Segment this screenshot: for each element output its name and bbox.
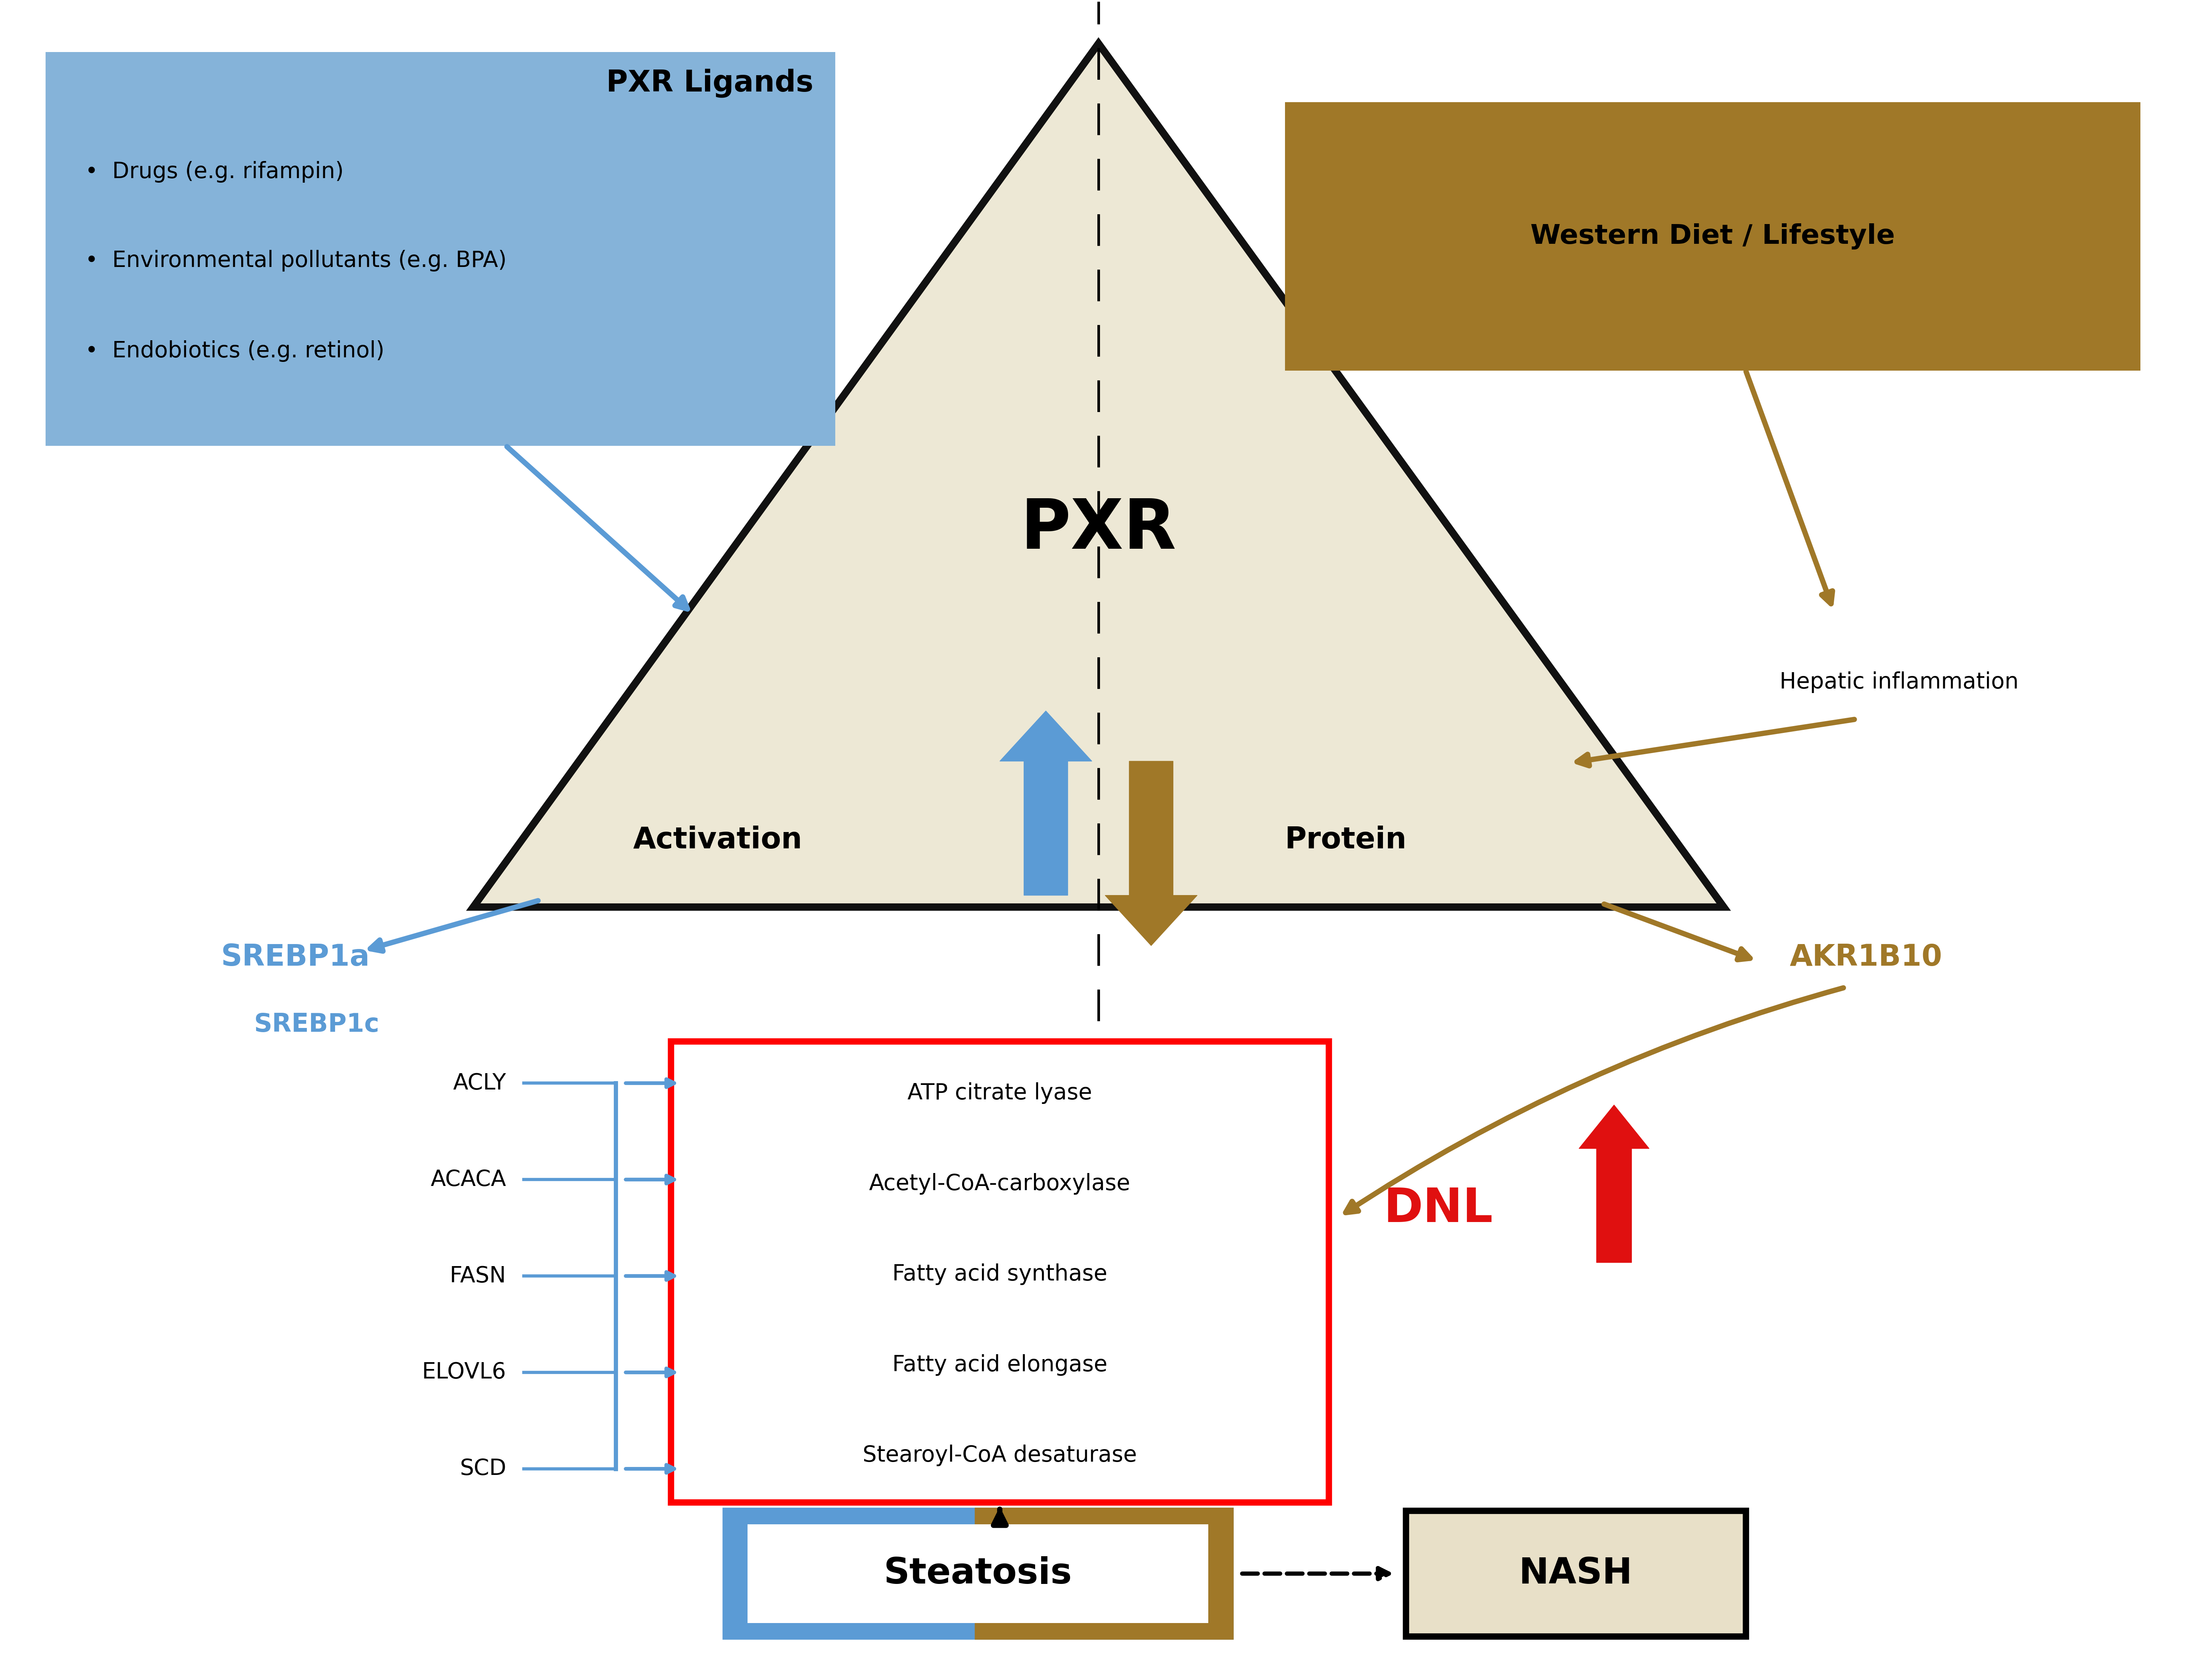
Text: NASH: NASH bbox=[1518, 1556, 1632, 1591]
Text: Protein: Protein bbox=[1285, 825, 1406, 855]
Text: Stearoyl-CoA desaturase: Stearoyl-CoA desaturase bbox=[863, 1445, 1136, 1467]
Text: SREBP1a: SREBP1a bbox=[222, 942, 369, 971]
Polygon shape bbox=[472, 44, 1725, 907]
Text: Western Diet / Lifestyle: Western Diet / Lifestyle bbox=[1531, 223, 1896, 249]
Text: PXR: PXR bbox=[1022, 496, 1175, 563]
Text: •  Environmental pollutants (e.g. BPA): • Environmental pollutants (e.g. BPA) bbox=[86, 250, 508, 272]
Text: ELOVL6: ELOVL6 bbox=[422, 1361, 505, 1383]
FancyBboxPatch shape bbox=[46, 52, 835, 445]
FancyBboxPatch shape bbox=[978, 1510, 1230, 1636]
Text: PXR Ligands: PXR Ligands bbox=[606, 69, 813, 97]
Text: Fatty acid elongase: Fatty acid elongase bbox=[892, 1354, 1107, 1376]
FancyArrow shape bbox=[1105, 761, 1197, 946]
FancyArrow shape bbox=[1000, 711, 1092, 895]
Text: ACACA: ACACA bbox=[431, 1169, 505, 1191]
Text: DNL: DNL bbox=[1384, 1186, 1494, 1231]
Text: AKR1B10: AKR1B10 bbox=[1791, 942, 1942, 971]
Text: ATP citrate lyase: ATP citrate lyase bbox=[907, 1082, 1092, 1104]
FancyBboxPatch shape bbox=[725, 1510, 1230, 1636]
Text: SREBP1c: SREBP1c bbox=[255, 1011, 380, 1037]
FancyBboxPatch shape bbox=[1406, 1510, 1747, 1636]
Text: ACLY: ACLY bbox=[453, 1072, 505, 1094]
FancyBboxPatch shape bbox=[1285, 102, 2140, 371]
FancyBboxPatch shape bbox=[747, 1524, 1208, 1623]
FancyBboxPatch shape bbox=[670, 1042, 1329, 1502]
Text: Steatosis: Steatosis bbox=[883, 1556, 1072, 1591]
Text: Acetyl-CoA-carboxylase: Acetyl-CoA-carboxylase bbox=[870, 1173, 1131, 1194]
Text: Hepatic inflammation: Hepatic inflammation bbox=[1780, 672, 2019, 694]
Text: FASN: FASN bbox=[450, 1265, 505, 1287]
Text: •  Drugs (e.g. rifampin): • Drugs (e.g. rifampin) bbox=[86, 161, 343, 183]
Text: Activation: Activation bbox=[633, 825, 802, 855]
Text: Fatty acid synthase: Fatty acid synthase bbox=[892, 1263, 1107, 1285]
Text: •  Endobiotics (e.g. retinol): • Endobiotics (e.g. retinol) bbox=[86, 341, 384, 361]
FancyArrow shape bbox=[1580, 1105, 1650, 1263]
Text: SCD: SCD bbox=[459, 1458, 505, 1480]
